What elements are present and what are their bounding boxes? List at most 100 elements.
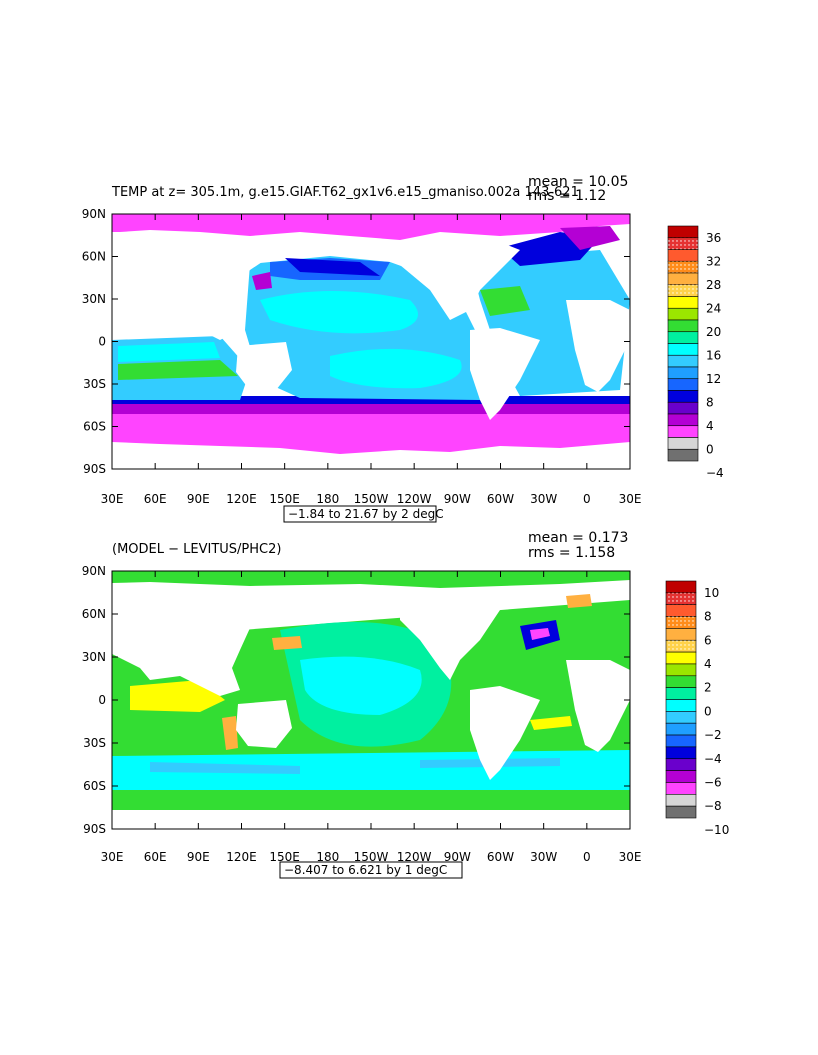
x-tick-label: 0: [583, 850, 591, 864]
y-tick-label: 30S: [83, 377, 106, 391]
colorbar-swatch: [667, 354, 699, 368]
colorbar-swatch: [667, 390, 699, 403]
x-tick-label: 150E: [269, 850, 300, 864]
colorbar-swatch: [665, 722, 697, 736]
x-tick-label: 30E: [619, 492, 642, 506]
y-tick-label: 60N: [82, 250, 106, 264]
colorbar-label: 0: [706, 442, 714, 456]
colorbar-swatch: [667, 366, 699, 380]
colorbar-swatch: [665, 770, 697, 783]
colorbar-swatch: [665, 734, 697, 748]
range-frame: [283, 505, 437, 523]
colorbar-stipple: [666, 592, 696, 605]
indian-cyan: [118, 342, 220, 362]
indian-yellow: [130, 680, 225, 712]
colorbar-label: −6: [704, 775, 722, 789]
colorbar-label: 4: [706, 419, 714, 433]
colorbar-swatch: [665, 604, 697, 617]
colorbar-label: −10: [704, 823, 729, 837]
southern-band-magenta: [112, 412, 630, 454]
map-field: [112, 571, 630, 829]
pacific-north-gyre: [260, 291, 418, 334]
colorbar-swatch: [665, 805, 697, 819]
colorbar-swatch: [665, 651, 697, 665]
x-tick-label: 180: [316, 492, 339, 506]
x-tick-label: 120W: [397, 492, 432, 506]
colorbar-label: −4: [706, 466, 724, 480]
arctic-ocean: [112, 214, 630, 240]
mean-label: mean = 0.173: [528, 530, 628, 546]
x-tick-label: 30E: [101, 492, 124, 506]
y-tick-label: 90S: [83, 822, 106, 836]
y-tick-label: 0: [98, 693, 106, 707]
colorbar-swatch: [667, 296, 699, 309]
colorbar-swatch: [665, 687, 697, 700]
colorbar-label: −2: [704, 728, 722, 742]
colorbar-swatch: [667, 272, 699, 286]
colorbar-swatch: [667, 343, 699, 356]
north-america-land: [400, 596, 500, 680]
colorbar-label: 10: [704, 586, 719, 600]
colorbar-swatch: [667, 319, 699, 333]
colorbar-stipple: [666, 616, 696, 629]
y-tick-label: 60S: [83, 420, 106, 434]
eurasia-land: [112, 236, 300, 340]
colorbar-label: 24: [706, 301, 721, 315]
labrador-anomaly-core: [530, 628, 550, 640]
range-box: −8.407 to 6.621 by 1 degC: [279, 861, 463, 879]
colorbar-swatch: [667, 401, 699, 415]
range-label: −8.407 to 6.621 by 1 degC: [284, 863, 447, 877]
colorbar-swatch: [667, 448, 699, 462]
range-frame: [279, 861, 463, 879]
range-box: −1.84 to 21.67 by 2 degC: [283, 505, 444, 523]
colorbar-label: 6: [704, 633, 712, 647]
colorbar-swatch: [667, 437, 699, 450]
x-tick-label: 30W: [530, 492, 557, 506]
colorbar-swatch: [665, 746, 697, 760]
y-tick-label: 30S: [83, 736, 106, 750]
colorbar-label: 8: [706, 395, 714, 409]
x-tick-label: 60W: [487, 492, 514, 506]
y-tick-label: 30N: [82, 650, 106, 664]
australia-land: [236, 700, 292, 748]
y-tick-label: 90N: [82, 564, 106, 578]
south-america-land: [470, 328, 540, 420]
pacific-south-gyre: [330, 348, 462, 389]
colorbar-label: 4: [704, 657, 712, 671]
x-tick-label: 180: [316, 850, 339, 864]
indian-orange-spot: [222, 716, 238, 750]
x-tick-label: 30E: [101, 850, 124, 864]
colorbar-swatch: [667, 331, 699, 344]
africa-land: [566, 300, 630, 392]
y-tick-label: 90N: [82, 207, 106, 221]
rms-label: rms = 1.12: [528, 188, 606, 204]
map-field: [112, 214, 630, 469]
greenland-sea-violet: [560, 226, 620, 250]
x-tick-label: 60W: [487, 850, 514, 864]
y-tick-label: 30N: [82, 292, 106, 306]
colorbar-swatch: [665, 699, 697, 712]
colorbar-swatch: [665, 628, 697, 641]
colorbar-stipple: [666, 640, 696, 653]
colorbar-label: 2: [704, 681, 712, 695]
colorbar-label: 32: [706, 254, 721, 268]
colorbar-swatch: [667, 249, 699, 262]
panel-difference: mean = 0.173 rms = 1.158 (MODEL − LEVITU…: [82, 530, 729, 879]
indian-green-band: [118, 360, 238, 380]
y-tick-label: 0: [98, 335, 106, 349]
alaska-violet: [252, 272, 272, 290]
atlantic-south-yellow: [530, 716, 572, 730]
panel-temperature: mean = 10.05 rms = 1.12 TEMP at z= 305.1…: [82, 174, 724, 523]
colorbar-swatch: [667, 413, 699, 427]
rms-label: rms = 1.158: [528, 545, 615, 561]
colorbar-stipple: [668, 237, 698, 250]
x-tick-label: 120E: [226, 850, 257, 864]
colorbar-stipple: [668, 261, 698, 273]
map-axes: 30E 60E 90E 120E 150E 180 150W 120W 90W 60W 30W 0 30…: [82, 564, 642, 864]
x-tick-label: 0: [583, 492, 591, 506]
y-tick-label: 90S: [83, 462, 106, 476]
x-tick-label: 60E: [144, 850, 167, 864]
x-tick-label: 30W: [530, 850, 557, 864]
colorbar-swatch: [665, 675, 697, 688]
colorbar-swatch: [667, 378, 699, 391]
